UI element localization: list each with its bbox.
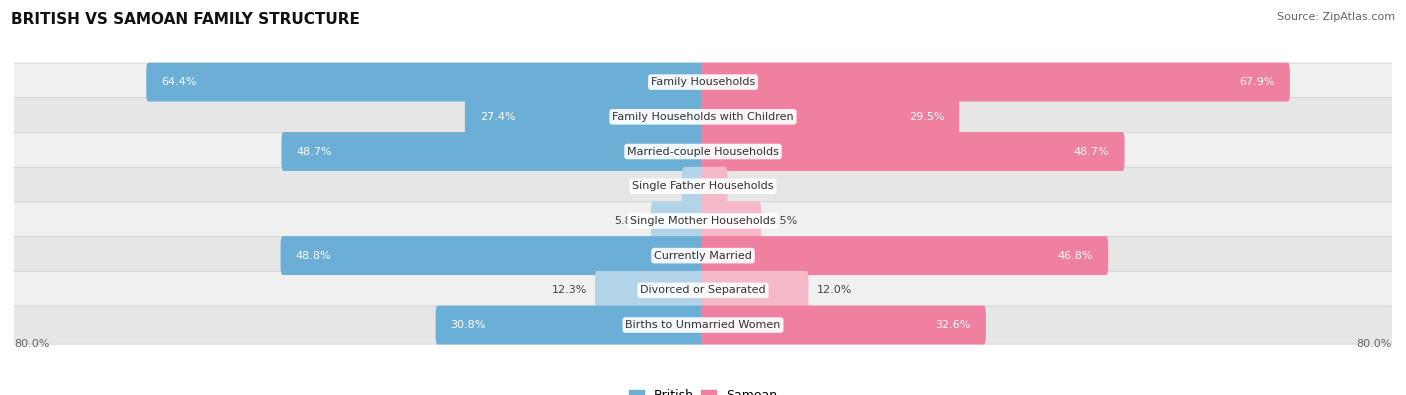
Text: 80.0%: 80.0% <box>1357 339 1392 349</box>
FancyBboxPatch shape <box>651 201 706 241</box>
Text: Divorced or Separated: Divorced or Separated <box>640 285 766 295</box>
Text: 6.5%: 6.5% <box>769 216 797 226</box>
Text: 2.2%: 2.2% <box>645 181 673 191</box>
Text: Births to Unmarried Women: Births to Unmarried Women <box>626 320 780 330</box>
Text: Source: ZipAtlas.com: Source: ZipAtlas.com <box>1277 12 1395 22</box>
FancyBboxPatch shape <box>700 236 1108 275</box>
Text: 30.8%: 30.8% <box>451 320 486 330</box>
FancyBboxPatch shape <box>700 132 1125 171</box>
FancyBboxPatch shape <box>14 306 1392 344</box>
FancyBboxPatch shape <box>595 271 706 310</box>
Text: 48.7%: 48.7% <box>297 147 332 156</box>
FancyBboxPatch shape <box>14 167 1392 205</box>
FancyBboxPatch shape <box>700 306 986 344</box>
Text: 2.6%: 2.6% <box>735 181 763 191</box>
Text: 12.0%: 12.0% <box>817 285 852 295</box>
FancyBboxPatch shape <box>700 167 727 206</box>
FancyBboxPatch shape <box>14 98 1392 136</box>
Text: Family Households with Children: Family Households with Children <box>612 112 794 122</box>
FancyBboxPatch shape <box>14 132 1392 171</box>
Text: Single Mother Households: Single Mother Households <box>630 216 776 226</box>
FancyBboxPatch shape <box>682 167 706 206</box>
FancyBboxPatch shape <box>700 63 1289 102</box>
FancyBboxPatch shape <box>281 236 706 275</box>
Text: 48.8%: 48.8% <box>295 251 332 261</box>
Legend: British, Samoan: British, Samoan <box>624 384 782 395</box>
FancyBboxPatch shape <box>281 132 706 171</box>
Text: Currently Married: Currently Married <box>654 251 752 261</box>
Text: 27.4%: 27.4% <box>479 112 516 122</box>
FancyBboxPatch shape <box>700 271 808 310</box>
Text: Single Father Households: Single Father Households <box>633 181 773 191</box>
Text: Family Households: Family Households <box>651 77 755 87</box>
FancyBboxPatch shape <box>146 63 706 102</box>
Text: 46.8%: 46.8% <box>1057 251 1092 261</box>
Text: 48.7%: 48.7% <box>1074 147 1109 156</box>
FancyBboxPatch shape <box>14 202 1392 240</box>
Text: BRITISH VS SAMOAN FAMILY STRUCTURE: BRITISH VS SAMOAN FAMILY STRUCTURE <box>11 12 360 27</box>
Text: 12.3%: 12.3% <box>551 285 586 295</box>
Text: 29.5%: 29.5% <box>908 112 945 122</box>
Text: 32.6%: 32.6% <box>935 320 970 330</box>
FancyBboxPatch shape <box>465 98 706 136</box>
Text: Married-couple Households: Married-couple Households <box>627 147 779 156</box>
FancyBboxPatch shape <box>700 98 959 136</box>
FancyBboxPatch shape <box>14 271 1392 309</box>
Text: 5.8%: 5.8% <box>614 216 643 226</box>
Text: 67.9%: 67.9% <box>1239 77 1275 87</box>
FancyBboxPatch shape <box>436 306 706 344</box>
Text: 64.4%: 64.4% <box>162 77 197 87</box>
FancyBboxPatch shape <box>14 237 1392 275</box>
FancyBboxPatch shape <box>700 201 761 241</box>
FancyBboxPatch shape <box>14 63 1392 101</box>
Text: 80.0%: 80.0% <box>14 339 49 349</box>
